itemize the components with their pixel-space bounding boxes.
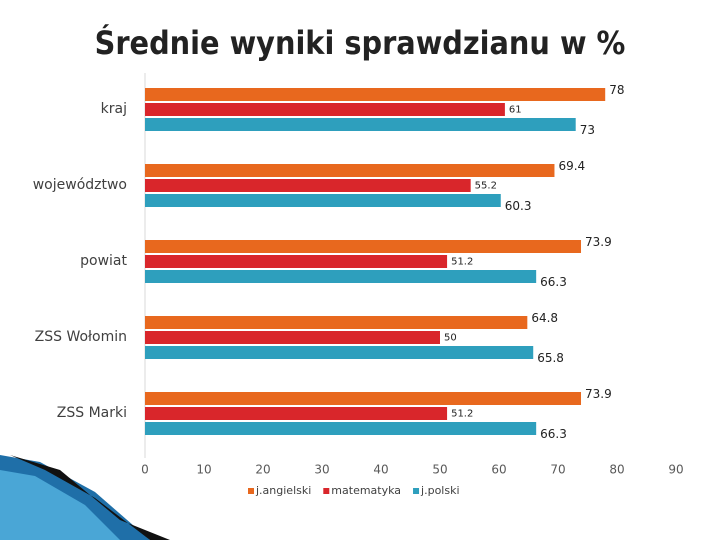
data-label: 55.2 xyxy=(475,181,497,192)
bar xyxy=(145,179,471,192)
x-tick-label: 30 xyxy=(314,463,329,477)
bar xyxy=(145,422,537,435)
data-label: 64.8 xyxy=(531,311,558,325)
y-tick-label: województwo xyxy=(33,177,127,193)
data-label: 60.3 xyxy=(505,199,532,213)
bar xyxy=(145,270,537,283)
bar xyxy=(145,255,448,268)
x-tick-label: 0 xyxy=(141,463,149,477)
legend-swatch xyxy=(323,488,330,494)
x-tick-label: 80 xyxy=(609,463,624,477)
x-tick-label: 40 xyxy=(373,463,388,477)
y-tick-label: ZSS Marki xyxy=(57,405,127,421)
x-tick-label: 20 xyxy=(255,463,270,477)
y-tick-label: ZSS Wołomin xyxy=(35,329,127,345)
legend-label: j.angielski xyxy=(255,484,311,497)
data-label: 50 xyxy=(444,333,457,344)
data-label: 66.3 xyxy=(540,275,567,289)
data-label: 61 xyxy=(509,105,522,116)
decor-swoosh xyxy=(0,470,120,540)
bar xyxy=(145,88,606,101)
bar xyxy=(145,164,555,177)
x-tick-label: 90 xyxy=(668,463,683,477)
legend-label: matematyka xyxy=(331,484,401,497)
data-label: 51.2 xyxy=(451,409,473,420)
x-tick-label: 10 xyxy=(196,463,211,477)
data-label: 73.9 xyxy=(585,235,612,249)
bar xyxy=(145,407,448,420)
data-label: 51.2 xyxy=(451,257,473,268)
data-label: 65.8 xyxy=(537,351,564,365)
bar xyxy=(145,392,582,405)
data-label: 73.9 xyxy=(585,387,612,401)
x-tick-label: 70 xyxy=(550,463,565,477)
data-label: 66.3 xyxy=(540,427,567,441)
bar xyxy=(145,118,576,131)
data-label: 73 xyxy=(580,123,595,137)
legend-swatch xyxy=(248,488,254,494)
bar xyxy=(145,194,501,207)
legend-label: j.polski xyxy=(420,484,459,497)
legend-swatch xyxy=(413,488,420,494)
bar xyxy=(145,316,528,329)
x-tick-label: 50 xyxy=(432,463,447,477)
bar xyxy=(145,103,505,116)
data-label: 69.4 xyxy=(558,159,585,173)
x-tick-label: 60 xyxy=(491,463,506,477)
bar xyxy=(145,331,440,344)
y-tick-label: kraj xyxy=(101,101,127,117)
data-label: 78 xyxy=(609,83,624,97)
chart-title: Średnie wyniki sprawdzianu w % xyxy=(95,23,626,62)
bar xyxy=(145,346,534,359)
bar xyxy=(145,240,582,253)
y-tick-label: powiat xyxy=(80,253,127,269)
